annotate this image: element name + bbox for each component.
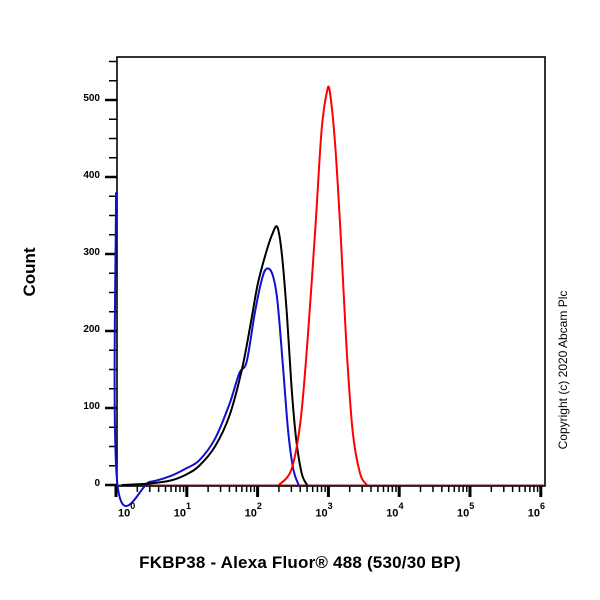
- y-tick-label: 400: [83, 170, 100, 181]
- x-tick-label: 103: [315, 501, 333, 520]
- x-axis-label: FKBP38 - Alexa Fluor® 488 (530/30 BP): [139, 553, 461, 572]
- y-tick-label: 200: [83, 324, 100, 335]
- series-black-curve: [121, 225, 308, 486]
- y-axis-label-text: Count: [20, 247, 39, 297]
- x-tick-label: 106: [527, 501, 546, 520]
- x-tick-label: 105: [457, 501, 475, 520]
- x-tick-label: 102: [244, 501, 262, 520]
- y-tick-label: 300: [83, 247, 100, 258]
- series-red-curve: [278, 85, 368, 486]
- x-tick-label: 100: [118, 501, 136, 520]
- y-tick-label: 100: [83, 401, 100, 412]
- y-tick-label: 0: [94, 478, 100, 489]
- plot-frame: [116, 56, 546, 487]
- x-axis-ticks: [114, 486, 543, 497]
- y-tick-label: 500: [83, 93, 100, 104]
- copyright-text: Copyright (c) 2020 Abcam Plc: [556, 290, 570, 450]
- x-tick-label: 104: [386, 501, 404, 520]
- x-tick-label: 101: [173, 501, 192, 520]
